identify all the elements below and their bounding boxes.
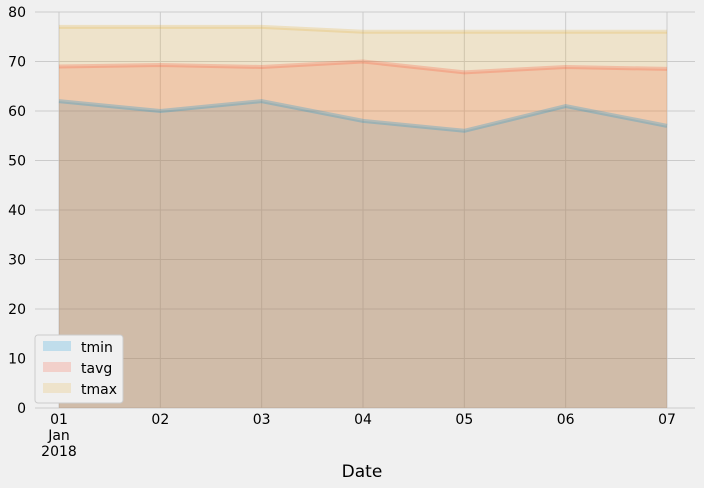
area-tavg [59, 61, 667, 408]
y-tick-label: 30 [8, 253, 26, 269]
x-tick-label: 06 [557, 412, 575, 428]
y-tick-label: 80 [8, 5, 26, 21]
line-tmax [59, 24, 667, 34]
x-axis-month-label: Jan [47, 428, 70, 444]
x-tick-label: 04 [354, 412, 372, 428]
y-axis-ticks: 0 10 20 30 40 50 60 70 80 [8, 5, 26, 417]
series-lines [58, 24, 668, 133]
x-axis-title: Date [342, 462, 383, 482]
legend-swatch-tmin [43, 341, 71, 351]
legend-box [34, 334, 124, 404]
x-tick-label: 03 [253, 412, 271, 428]
line-tmin [58, 99, 668, 133]
legend-label-tmin: tmin [81, 340, 113, 356]
grid [35, 11, 695, 409]
legend-label-tavg: tavg [81, 361, 112, 377]
x-tick-label: 01 [50, 412, 68, 428]
x-tick-label: 02 [151, 412, 169, 428]
area-tmin [59, 101, 667, 408]
x-axis-year-label: 2018 [41, 444, 77, 460]
line-tavg [58, 59, 668, 75]
x-tick-label: 05 [455, 412, 473, 428]
y-tick-label: 40 [8, 203, 26, 219]
legend: tmin tavg tmax [34, 334, 124, 404]
y-tick-label: 60 [8, 104, 26, 120]
y-tick-label: 0 [17, 401, 26, 417]
y-tick-label: 50 [8, 154, 26, 170]
x-tick-label: 07 [658, 412, 676, 428]
y-tick-label: 10 [8, 352, 26, 368]
area-series [59, 26, 667, 408]
legend-swatch-tmax [43, 383, 71, 393]
x-axis-ticks: 01 02 03 04 05 06 07 [50, 412, 676, 428]
y-tick-label: 20 [8, 302, 26, 318]
legend-label-tmax: tmax [81, 382, 117, 398]
area-tmax [59, 26, 667, 408]
y-tick-label: 70 [8, 55, 26, 71]
legend-swatch-tavg [43, 362, 71, 372]
